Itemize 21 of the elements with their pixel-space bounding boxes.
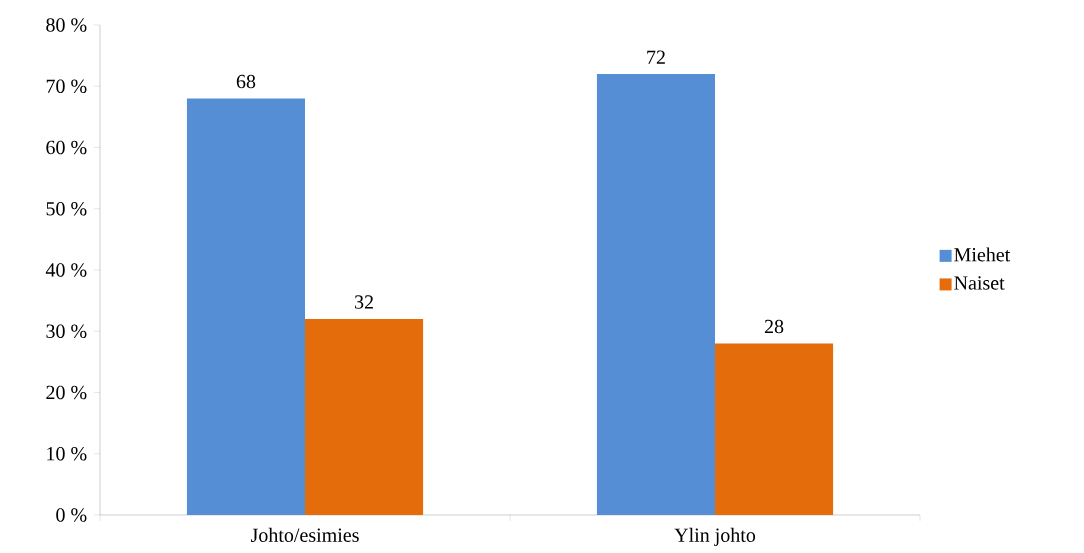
x-tick-label: Johto/esimies [250, 527, 359, 542]
bar [186, 98, 306, 515]
y-tick-label: 80 % [46, 18, 87, 32]
y-tick-label: 70 % [46, 79, 87, 94]
y-tick-label: 10 % [47, 446, 87, 461]
y-tick-label: 40 % [45, 263, 87, 277]
y-tick-label: 50 % [46, 201, 87, 216]
bar [715, 343, 834, 515]
y-tick-label: 30 % [46, 324, 87, 339]
y-tick-label: 0 % [56, 508, 87, 522]
data-label: 72 [647, 50, 665, 64]
y-tick-label: 20 % [46, 385, 87, 400]
x-tick-label: Ylin johto [674, 527, 756, 546]
bar [596, 73, 716, 515]
data-label: 68 [236, 74, 256, 89]
legend-label: Naiset [954, 276, 1005, 290]
data-label: 28 [764, 319, 784, 334]
y-tick-label: 60 % [46, 140, 87, 155]
data-label: 32 [355, 295, 373, 309]
bar [305, 318, 424, 515]
legend-label: Miehet [954, 247, 1011, 262]
